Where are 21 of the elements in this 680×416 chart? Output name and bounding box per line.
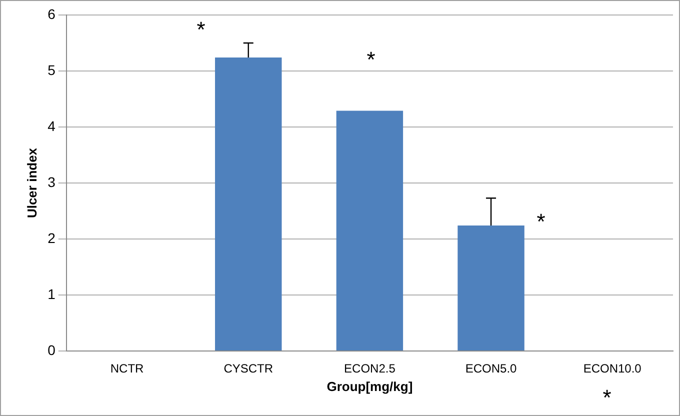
x-tick-label: CYSCTR xyxy=(224,362,274,376)
y-axis-title: Ulcer index xyxy=(24,147,40,218)
bar xyxy=(215,58,282,350)
bar xyxy=(458,226,524,350)
annotation: * xyxy=(196,17,206,42)
x-tick-label: ECON5.0 xyxy=(465,362,518,376)
y-tick-label: 5 xyxy=(48,62,56,78)
x-tick-label: NCTR xyxy=(110,362,144,376)
x-tick-label: ECON10.0 xyxy=(583,362,642,376)
x-axis-title: Group[mg/kg] xyxy=(326,378,413,394)
annotation: * xyxy=(366,47,376,72)
y-tick-label: 6 xyxy=(48,6,56,22)
annotation: * xyxy=(536,209,546,234)
y-tick-label: 3 xyxy=(48,174,56,190)
y-tick-label: 4 xyxy=(48,118,56,134)
y-tick-label: 1 xyxy=(48,286,56,302)
text: * xyxy=(602,385,612,410)
bar xyxy=(336,110,404,350)
y-tick-label: 2 xyxy=(48,230,56,246)
x-tick-label: ECON2.5 xyxy=(344,362,396,376)
y-tick-label: 0 xyxy=(48,342,56,358)
